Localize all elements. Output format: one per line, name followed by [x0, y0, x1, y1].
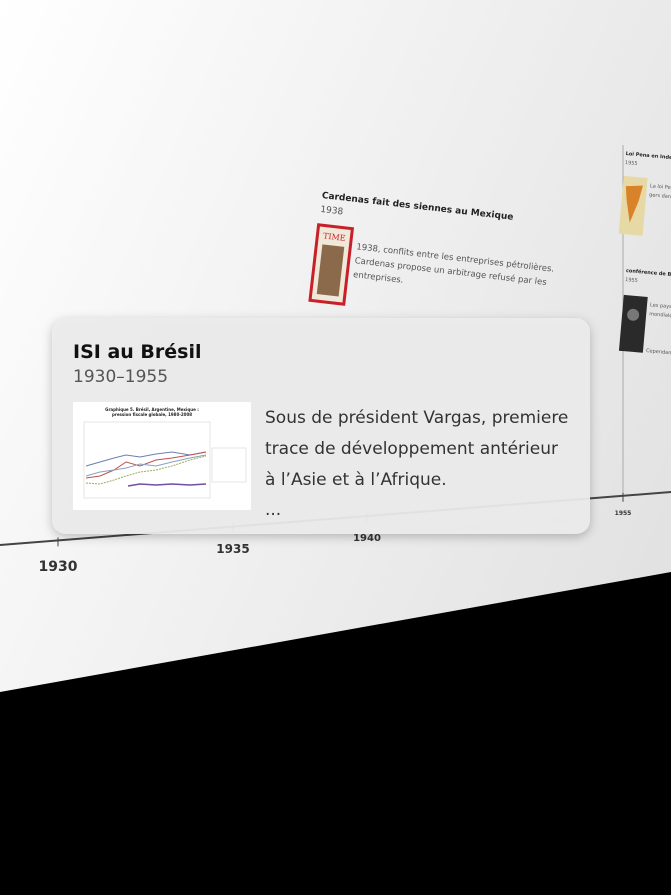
popup-body: trace de développement antérieur [265, 439, 558, 459]
event-year: 1955 [625, 277, 638, 284]
event-title: Loi Pena en Inde [625, 151, 671, 161]
event-year: 1955 [625, 160, 638, 167]
tick-label: 1940 [353, 533, 381, 544]
event-body: gers dans le [649, 192, 671, 201]
event-card[interactable]: Loi Pena en Inde 1955 La loi Pena gers d… [618, 151, 671, 239]
tick-label: 1935 [216, 542, 249, 556]
portrait [316, 244, 345, 297]
photo-figure [627, 308, 640, 321]
event-body: La loi Pena [650, 183, 671, 191]
event-body: Les pays en [650, 302, 671, 311]
event-year: 1938 [320, 205, 344, 218]
event-popup[interactable]: ISI au Brésil 1930–1955 Graphique 5. Bré… [52, 318, 590, 534]
event-body: mondiale ap [649, 311, 671, 320]
popup-title: ISI au Brésil [73, 341, 201, 363]
thumbnail-title: pression fiscale globale, 1980-2008 [112, 412, 192, 417]
thumbnail-title: Graphique 5. Brésil, Argentine, Mexique … [105, 407, 199, 412]
popup-more: ... [265, 500, 281, 520]
event-card[interactable]: conférence de Bandung 1955 Les pays en m… [618, 267, 671, 358]
popup-body: à l’Asie et à l’Afrique. [265, 470, 447, 490]
popup-thumbnail [73, 402, 251, 510]
tick-label: 1955 [615, 510, 632, 517]
tick-label: 1930 [39, 559, 78, 575]
map-shape [625, 185, 643, 223]
magazine-logo: TIME [323, 231, 347, 243]
popup-year: 1930–1955 [73, 367, 168, 387]
event-body: Cependant, [646, 348, 671, 357]
event-image [618, 294, 648, 353]
thumbnail-lines [83, 421, 247, 499]
floor [0, 572, 671, 895]
popup-body: Sous de président Vargas, premiere [265, 408, 568, 428]
